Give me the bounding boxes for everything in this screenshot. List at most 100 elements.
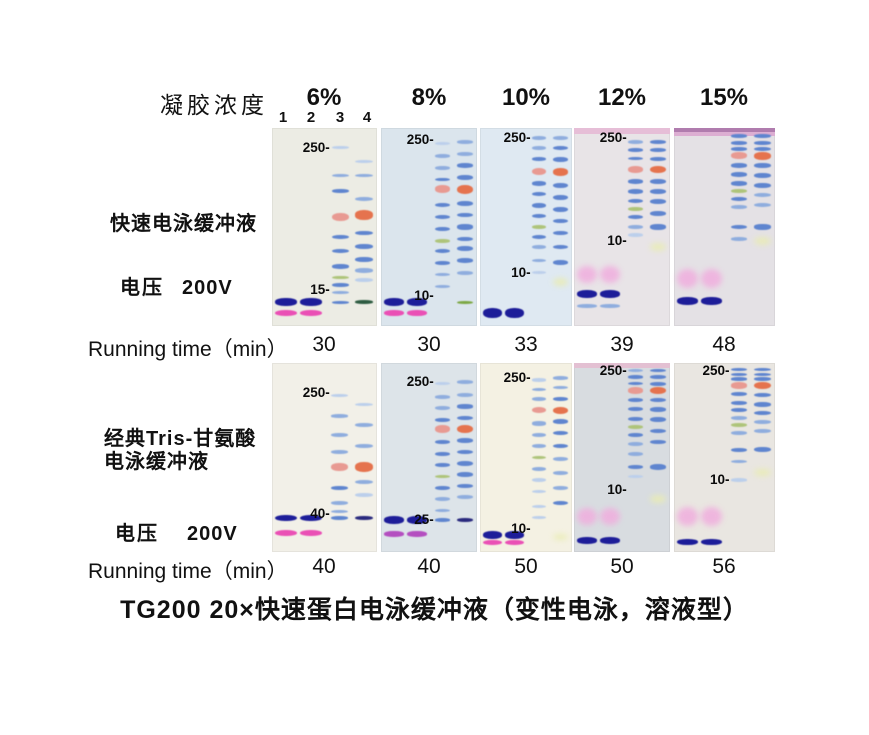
gel-band [649,198,667,204]
gel-dye-blob [576,507,598,525]
gel-band [753,151,771,160]
gel-band [330,432,348,437]
gel-band [627,407,644,412]
gel-band [552,419,569,424]
molecular-weight-marker-label: 250- [503,129,531,145]
gel-classic-tris-glycine-buffer-10%: 250- 10- [480,363,572,552]
gel-band [434,203,451,208]
gel-band [552,135,569,140]
gel-band [354,197,373,202]
gel-band [456,495,474,500]
gel-band [531,421,547,426]
gel-band [649,210,667,216]
gel-band [730,224,747,230]
gel-band [456,236,474,242]
gel-dye-blob [701,268,723,289]
molecular-weight-marker-label: 10- [414,288,434,304]
gel-band [504,308,525,319]
gel-band [627,397,644,402]
gel-band [456,224,474,230]
running-time-value: 50 [514,555,538,578]
gel-band [627,375,644,379]
gel-top-strip [674,128,775,132]
gel-band [730,415,747,420]
gel-band [275,298,298,307]
gel-band [331,189,349,194]
gel-band [406,310,428,317]
gel-band [456,212,474,218]
gel-band [753,133,771,138]
gel-band [456,300,474,304]
molecular-weight-marker-label: 250- [302,385,330,401]
lane-number-4: 4 [362,109,372,126]
gel-band [531,234,547,240]
gel-band [531,387,547,392]
gel-band [753,146,771,151]
gel-band [456,246,474,252]
gel-band [456,438,474,443]
buffer-label-classic-line2: 电泳缓冲液 [104,451,209,473]
gel-band [531,202,547,208]
gel-band [730,382,747,389]
gel-band [354,493,373,498]
gel-band [753,224,771,230]
gel-band [456,393,474,397]
gel-fast-buffer-8%: 250- 10- [381,128,477,326]
gel-band [406,298,428,307]
gel-band [649,464,667,470]
gel-band [434,142,451,146]
gel-top-strip [674,131,775,136]
gel-band [753,183,771,188]
gel-band [434,382,451,386]
gel-band [649,368,667,373]
molecular-weight-marker-label: 250- [599,129,627,145]
gel-band [627,179,644,184]
gel-band [730,197,747,202]
molecular-weight-marker-label: 10- [607,481,627,497]
gel-dye-blob [649,242,667,251]
gel-band [730,237,747,241]
molecular-weight-marker-label: 250- [599,362,627,378]
gel-band [331,264,349,269]
molecular-weight-marker-label: 250- [406,373,434,389]
gel-band [552,230,569,236]
gel-band [531,192,547,197]
gel-band [552,430,569,436]
gel-band [330,485,348,490]
gel-band [730,423,747,428]
gel-band [482,531,503,539]
gel-band [531,258,547,263]
gel-band [576,304,598,309]
gel-band [330,516,348,520]
gel-band [331,234,349,240]
gel-band [354,244,373,250]
gel-band [531,466,547,471]
gel-band [456,184,474,194]
gel-band [531,225,547,229]
gel-band [599,537,621,545]
gel-band [354,230,373,236]
gel-band [434,272,451,277]
gel-band [627,432,644,437]
molecular-weight-marker-label: 10- [511,264,531,280]
gel-band [300,309,323,317]
running-time-value: 40 [312,555,336,578]
gel-band [354,300,373,305]
gel-band [753,203,771,208]
gel-band [531,378,547,382]
gel-band [552,182,569,188]
gel-band [627,425,644,430]
concentration-label-12%: 12% [597,84,647,111]
gel-band [753,140,771,145]
gel-band [627,140,644,144]
gel-band [331,248,349,253]
voltage-value: 200V [182,277,233,299]
gel-fast-buffer-15% [674,128,775,326]
gel-band [649,156,667,161]
gel-band [730,141,747,145]
gel-band [730,392,747,397]
gel-band [456,258,474,263]
gel-band [552,485,569,490]
gel-band [649,407,667,412]
gel-band [434,451,451,456]
